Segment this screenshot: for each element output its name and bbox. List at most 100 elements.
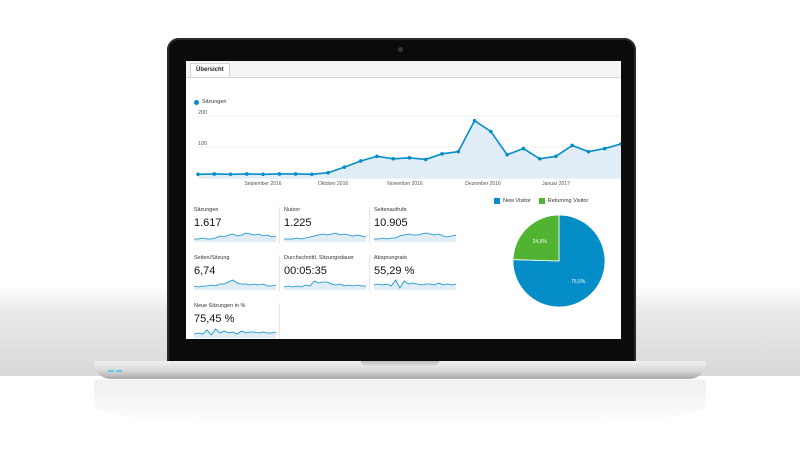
sparkline-line — [374, 232, 456, 240]
analytics-screen: Übersicht Sitzungen 200 100 September 2016… — [186, 61, 621, 339]
data-point[interactable] — [212, 172, 217, 176]
data-point[interactable] — [570, 143, 574, 148]
data-point[interactable] — [456, 149, 461, 154]
legend-swatch-icon — [494, 198, 500, 204]
metric-value: 00:05:35 — [284, 265, 327, 277]
data-point[interactable] — [228, 172, 233, 177]
data-point[interactable] — [602, 146, 607, 151]
metric-label: Nutzer — [284, 207, 301, 213]
tab-bar: Übersicht — [186, 61, 621, 78]
data-point[interactable] — [326, 170, 330, 175]
sparkline — [194, 279, 276, 290]
sparkline — [194, 328, 276, 338]
metric-tile[interactable]: Sitzungen 1.617 — [194, 207, 280, 249]
laptop-reflection — [94, 380, 706, 430]
sparkline — [374, 232, 456, 242]
tab-overview[interactable]: Übersicht — [190, 63, 230, 77]
sparkline — [284, 232, 366, 242]
x-tick-label: September 2016 — [245, 181, 282, 187]
metric-tile[interactable]: Durchschnittl. Sitzungsdauer 00:05:35 — [284, 255, 370, 297]
data-point[interactable] — [440, 152, 444, 156]
data-point[interactable] — [245, 172, 249, 176]
data-point[interactable] — [358, 159, 363, 163]
pie-legend-label: Returning Visitor — [547, 198, 589, 204]
pie-legend: New Visitor Returning Visitor — [494, 198, 588, 204]
sparkline-area — [374, 233, 456, 242]
y-tick-label: 100 — [198, 141, 207, 147]
sparkline-area — [284, 233, 366, 242]
data-point[interactable] — [261, 172, 265, 177]
pie-slice-label: 75,5% — [571, 279, 586, 285]
data-point[interactable] — [342, 165, 347, 169]
sparkline — [194, 232, 276, 242]
laptop-notch — [361, 361, 439, 367]
line-chart-legend: Sitzungen — [194, 99, 226, 105]
metric-label: Durchschnittl. Sitzungsdauer — [284, 255, 355, 261]
data-point[interactable] — [407, 156, 412, 160]
sparkline-line — [194, 328, 276, 336]
sparkline-area — [194, 233, 276, 242]
pie-slice[interactable] — [512, 214, 560, 262]
tile-separator — [369, 255, 370, 291]
x-tick-label: Januar 2017 — [542, 181, 570, 187]
x-tick-label: Oktober 2016 — [318, 181, 349, 187]
tile-separator — [279, 207, 280, 243]
data-point[interactable] — [293, 172, 298, 176]
series-area — [198, 120, 621, 178]
data-point[interactable] — [277, 172, 282, 176]
data-point[interactable] — [505, 152, 509, 157]
data-point[interactable] — [554, 154, 558, 159]
legend-label: Sitzungen — [202, 99, 227, 105]
metric-label: Neue Sitzungen in % — [194, 303, 246, 309]
metric-tile[interactable]: Nutzer 1.225 — [284, 207, 370, 249]
data-point[interactable] — [375, 154, 379, 159]
sparkline — [284, 280, 366, 290]
sparkline-area — [374, 280, 456, 290]
sparkline-area — [194, 280, 276, 290]
metric-value: 10.905 — [374, 217, 408, 229]
data-point[interactable] — [521, 146, 526, 151]
metric-label: Seiten/Sitzung — [194, 255, 230, 261]
sparkline — [374, 279, 456, 290]
data-point[interactable] — [489, 129, 493, 134]
tile-separator — [369, 207, 370, 243]
x-tick-label: November 2016 — [387, 181, 423, 187]
metric-tile[interactable]: Seitenaufrufe 10.905 — [374, 207, 460, 249]
data-point[interactable] — [537, 156, 542, 161]
tile-separator — [279, 255, 280, 291]
laptop-base — [94, 361, 706, 379]
sparkline-area — [194, 329, 276, 338]
pie-legend-item: New Visitor — [494, 198, 531, 204]
sparkline-area — [284, 281, 366, 290]
metric-value: 55,29 % — [374, 265, 415, 277]
status-led-icon — [116, 370, 122, 372]
data-point[interactable] — [391, 156, 396, 161]
metric-value: 1.225 — [284, 217, 312, 229]
metric-value: 6,74 — [194, 265, 216, 277]
metric-tile[interactable]: Seiten/Sitzung 6,74 — [194, 255, 280, 297]
data-point[interactable] — [423, 157, 428, 162]
status-led-icon — [108, 370, 114, 372]
tile-separator — [279, 303, 280, 339]
sparkline-line — [374, 279, 456, 289]
data-point[interactable] — [472, 118, 477, 123]
metric-label: Seitenaufrufe — [374, 207, 407, 213]
metric-label: Sitzungen — [194, 207, 219, 213]
series-dot-icon — [194, 99, 199, 105]
data-point[interactable] — [196, 172, 200, 177]
metric-tile[interactable]: Neue Sitzungen in % 75,45 % — [194, 303, 280, 339]
sessions-line-chart: 200 100 September 2016 Oktober 2016 November… — [196, 110, 621, 187]
data-point[interactable] — [310, 172, 314, 177]
x-tick-label: Dezember 2016 — [465, 181, 501, 187]
data-point[interactable] — [619, 142, 621, 146]
metric-tile[interactable]: Absprungrate 55,29 % — [374, 255, 460, 297]
metric-value: 75,45 % — [194, 313, 235, 325]
sparkline-line — [194, 279, 276, 288]
metric-label: Absprungrate — [374, 255, 408, 261]
metric-value: 1.617 — [194, 217, 222, 229]
data-point[interactable] — [586, 149, 591, 154]
pie-legend-label: New Visitor — [503, 198, 531, 204]
camera-icon — [398, 47, 403, 52]
pie-legend-item: Returning Visitor — [538, 198, 589, 204]
visitor-pie-chart: 75,5% 24,5% — [512, 214, 606, 308]
